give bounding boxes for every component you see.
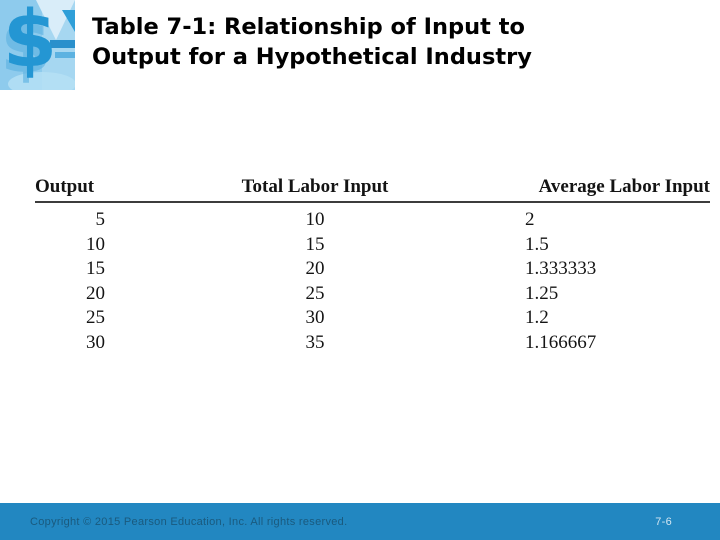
slide-title: Table 7-1: Relationship of Input to Outp… <box>92 12 672 72</box>
table-cell: 1.5 <box>525 233 549 255</box>
input-output-table: Output Total Labor Input Average Labor I… <box>35 176 710 356</box>
copyright-text: Copyright © 2015 Pearson Education, Inc.… <box>30 515 348 528</box>
slide-title-line2: Output for a Hypothetical Industry <box>92 44 532 70</box>
slide-title-line1: Table 7-1: Relationship of Input to <box>92 14 525 40</box>
table-cell: 15 <box>305 233 325 255</box>
table-cell: 1.333333 <box>525 258 597 280</box>
table-cell: 10 <box>86 233 105 255</box>
footer-bar: Copyright © 2015 Pearson Education, Inc.… <box>0 503 720 540</box>
dollar-sign-logo: $ $ <box>0 0 76 96</box>
table-cell: 1.25 <box>525 282 559 304</box>
table-header-row: Output Total Labor Input Average Labor I… <box>35 176 710 203</box>
dollar-sign-logo-graphic: $ $ <box>0 0 76 96</box>
table-row: 10 15 1.5 <box>35 233 710 258</box>
table-cell: 20 <box>86 282 105 304</box>
column-header-output: Output <box>35 176 105 203</box>
table-cell: 30 <box>305 307 325 329</box>
table-cell: 10 <box>305 209 325 230</box>
table-row: 25 30 1.2 <box>35 306 710 331</box>
svg-text:$: $ <box>3 0 57 85</box>
table-cell: 20 <box>305 258 325 280</box>
table-cell: 1.2 <box>525 307 549 329</box>
table-cell: 15 <box>86 258 105 280</box>
table-cell: 25 <box>305 282 325 304</box>
table-row: 30 35 1.166667 <box>35 331 710 356</box>
table-cell: 30 <box>86 331 105 353</box>
table-cell: 25 <box>86 307 105 329</box>
page-number: 7-6 <box>655 515 672 528</box>
column-header-total-labor-input: Total Labor Input <box>105 176 525 203</box>
table-row: 15 20 1.333333 <box>35 257 710 282</box>
table-cell: 2 <box>525 209 535 230</box>
svg-text:$: $ <box>0 4 52 90</box>
table-cell: 5 <box>95 209 106 230</box>
table-row: 5 10 2 <box>35 202 710 233</box>
table-body: 5 10 2 10 15 1.5 15 20 1.333333 20 25 1.25 25 30 1.2 30… <box>35 202 710 356</box>
table-cell: 35 <box>305 331 325 353</box>
table-row: 20 25 1.25 <box>35 282 710 307</box>
table-cell: 1.166667 <box>525 331 597 353</box>
column-header-average-labor-input: Average Labor Input <box>525 176 710 203</box>
